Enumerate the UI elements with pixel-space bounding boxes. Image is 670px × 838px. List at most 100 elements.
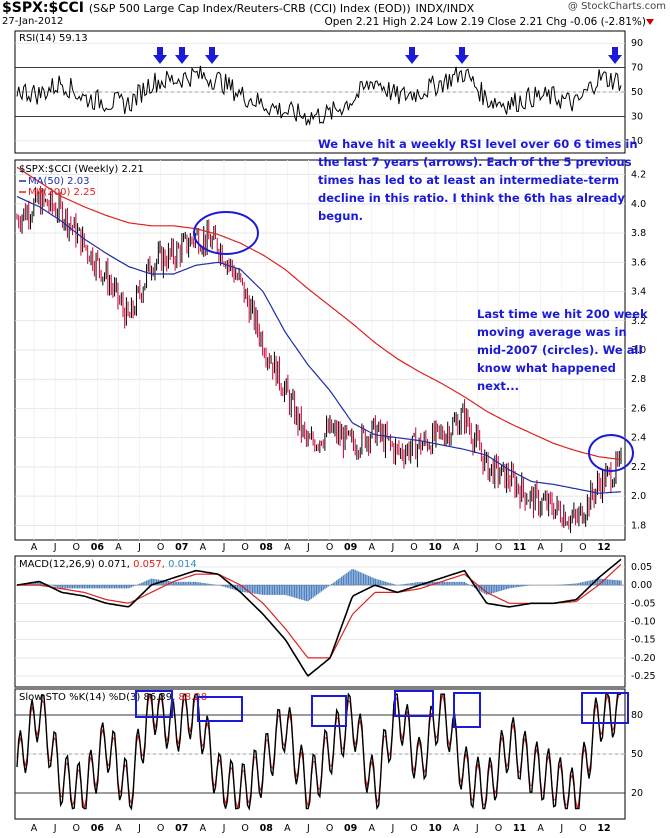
sto-highlight-box — [581, 692, 629, 724]
annotation-rsi-note: We have hit a weekly RSI level over 60 6… — [318, 137, 638, 223]
x-axis-label: 11 — [513, 823, 526, 834]
rsi-label: RSI(14) 59.13 — [19, 33, 88, 44]
x-axis-label: O — [410, 542, 417, 553]
x-axis-label: 09 — [344, 542, 357, 553]
down-arrow-icon — [205, 47, 219, 64]
x-axis-label: O — [72, 542, 79, 553]
price-tick-label: 2.0 — [631, 491, 646, 502]
sto-label: Slow STO %K(14) %D(3) 86.39, 88.28 — [19, 692, 207, 703]
macd-tick-label: -0.15 — [631, 635, 656, 646]
x-axis-label: 12 — [597, 823, 610, 834]
x-axis-label: A — [537, 823, 544, 834]
price-tick-label: 2.8 — [631, 374, 646, 385]
x-axis-label: A — [369, 823, 376, 834]
x-axis-label: J — [53, 542, 57, 553]
x-axis-label: O — [495, 823, 502, 834]
annotation-line: decline in this ratio. I think the 6th h… — [318, 191, 625, 205]
x-axis-label: J — [475, 823, 479, 834]
x-axis-label: A — [284, 823, 291, 834]
circle-2007-marker — [193, 211, 259, 255]
macd-tick-label: -0.10 — [631, 617, 656, 628]
macd-tick-label: 0.05 — [631, 562, 652, 573]
x-axis-label: J — [475, 542, 479, 553]
x-axis-label: A — [369, 542, 376, 553]
x-axis-label: O — [241, 542, 248, 553]
x-axis-label: J — [53, 823, 57, 834]
annotation-line: times has led to at least an intermediat… — [318, 173, 619, 187]
x-axis-label: J — [390, 542, 394, 553]
price-tick-label: 3.4 — [631, 287, 646, 298]
x-axis-label: 09 — [344, 823, 357, 834]
x-axis-label: 07 — [175, 542, 188, 553]
annotation-line: We have hit a weekly RSI level over 60 6… — [318, 137, 638, 151]
price-tick-label: 4.2 — [631, 170, 646, 181]
chart-title: $SPX:$CCI (S&P 500 Large Cap Index/Reute… — [2, 0, 475, 16]
x-axis-label: O — [579, 542, 586, 553]
x-axis-label: O — [157, 542, 164, 553]
down-arrow-icon — [153, 47, 167, 64]
x-axis-label: O — [410, 823, 417, 834]
x-axis-label: J — [222, 823, 226, 834]
price-tick-label: 4.0 — [631, 199, 646, 210]
sto-tick-label: 20 — [631, 788, 643, 799]
rsi-tick-label: 30 — [631, 111, 643, 122]
chart-header: $SPX:$CCI (S&P 500 Large Cap Index/Reute… — [2, 0, 668, 30]
rsi-tick-label: 10 — [631, 136, 643, 147]
x-axis-label: A — [31, 542, 38, 553]
x-axis-labels: A J O 06 A J O 07 A J O 08 A J O 09 A J O 10 A J O 11 A J O 12 — [31, 542, 611, 553]
sto-highlight-box — [197, 696, 243, 722]
chart-date: 27-Jan-2012 — [2, 16, 64, 27]
x-axis-label: J — [559, 823, 563, 834]
ohlc-readout: Open 2.21 High 2.24 Low 2.19 Close 2.21 … — [324, 16, 646, 28]
ma50-line — [16, 195, 622, 494]
macd-signal-line — [17, 563, 622, 659]
ma200-line — [16, 166, 622, 461]
annotation-line: Last time we hit 200 week — [477, 307, 648, 321]
down-arrow-icon — [405, 47, 419, 64]
x-axis-label: J — [306, 542, 310, 553]
price-tick-label: 1.8 — [631, 520, 646, 531]
annotation-line: the last 7 years (arrows). Each of the 5… — [318, 155, 632, 169]
x-axis-label: O — [326, 823, 333, 834]
macd-line — [16, 558, 622, 678]
rsi-arrows — [153, 47, 622, 64]
x-axis-label: A — [31, 823, 38, 834]
x-axis-label: 06 — [91, 823, 105, 834]
x-axis-label: O — [72, 823, 79, 834]
price-tick-label: 2.2 — [631, 462, 646, 473]
x-axis-label: J — [306, 823, 310, 834]
rsi-tick-label: 50 — [631, 87, 643, 98]
macd-label: MACD(12,26,9) 0.071, 0.057, 0.014 — [19, 559, 197, 570]
price-label: $SPX:$CCI (Weekly) 2.21 — [19, 164, 144, 175]
macd-tick-label: -0.05 — [631, 598, 656, 609]
sto-highlight-box — [135, 690, 173, 718]
annotation-line: next... — [477, 379, 519, 393]
x-axis-label: A — [537, 542, 544, 553]
x-axis-label: A — [115, 823, 122, 834]
x-axis-label: A — [453, 823, 460, 834]
x-axis-label: J — [559, 542, 563, 553]
rsi-tick-label: 70 — [631, 63, 643, 74]
x-axis-label: A — [200, 823, 207, 834]
x-axis-label: A — [115, 542, 122, 553]
sto-tick-label: 80 — [631, 710, 643, 721]
x-axis-labels-bottom: A J O 06 A J O 07 A J O 08 A J O 09 A J O 10 A J O 11 A J O 12 — [31, 823, 611, 834]
price-tick-label: 3.2 — [631, 316, 646, 327]
x-axis-label: 11 — [513, 542, 526, 553]
ma200-label: MA(200) 2.25 — [28, 187, 96, 198]
x-axis-label: A — [284, 542, 291, 553]
annotation-line: moving average was in — [477, 325, 627, 339]
price-tick-label: 3.6 — [631, 257, 646, 268]
down-arrow-icon — [175, 47, 189, 64]
x-axis-label: J — [222, 542, 226, 553]
macd-tick-label: 0.00 — [631, 580, 652, 591]
sto-highlight-box — [394, 690, 434, 717]
macd-tick-label: -0.20 — [631, 653, 656, 664]
price-tick-label: 2.4 — [631, 433, 646, 444]
macd-tick-label: -0.25 — [631, 671, 656, 682]
x-axis-label: O — [241, 823, 248, 834]
down-arrow-icon — [608, 47, 622, 64]
sto-k-line — [16, 692, 621, 811]
x-axis-label: A — [200, 542, 207, 553]
